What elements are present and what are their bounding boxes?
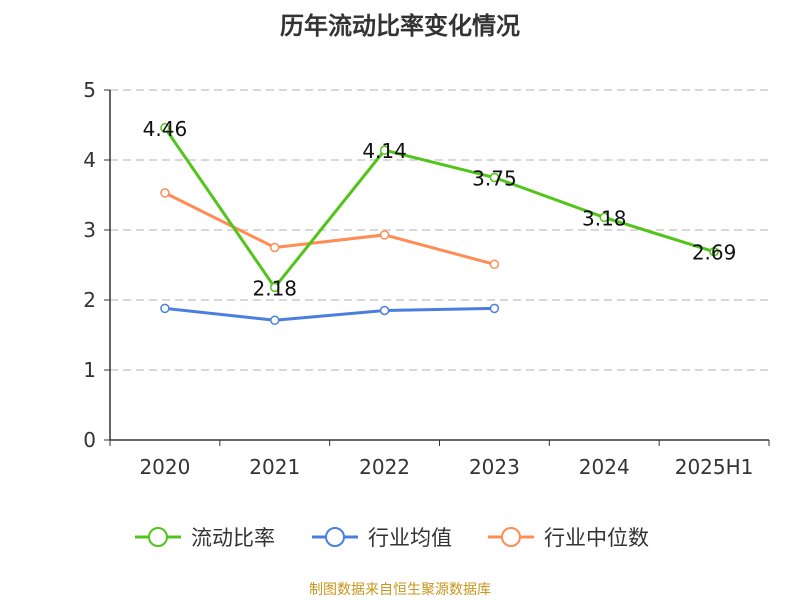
data-point [379,305,390,316]
series-line [163,126,715,290]
data-point [160,303,170,314]
x-tick-label: 2022 [359,455,410,479]
legend-marker [501,527,521,547]
data-point [489,303,500,314]
data-label: 2.18 [252,276,297,300]
data-point [270,315,280,326]
data-point [709,246,719,257]
y-tick-label: 0 [83,428,96,452]
legend-label: 流动比率 [191,526,275,550]
data-point [379,145,390,155]
x-tick-label: 2021 [249,455,300,479]
y-tick-label: 2 [83,288,96,312]
data-point [270,242,280,253]
series-line [164,191,495,266]
data-point [160,123,170,133]
data-point [599,212,609,223]
data-label: 4.46 [143,117,188,141]
y-tick-label: 1 [83,358,96,382]
data-label: 3.75 [472,167,517,191]
data-label: 3.18 [582,206,627,230]
y-tick-label: 3 [83,218,96,242]
data-label: 4.14 [362,139,407,163]
series-line [164,306,495,322]
x-tick-label: 2023 [469,455,520,479]
legend-label: 行业均值 [368,526,452,550]
y-tick-label: 4 [83,148,96,172]
legend-label: 行业中位数 [544,526,649,550]
data-point [270,282,280,293]
data-label: 2.69 [692,241,737,265]
y-tick-label: 5 [83,78,96,102]
legend-marker [325,527,345,547]
data-point [489,259,500,270]
x-tick-label: 2025H1 [675,455,754,479]
data-point [489,172,500,183]
legend-marker [148,527,168,547]
data-point [379,230,390,240]
x-tick-label: 2020 [139,455,190,479]
data-source-note: 制图数据来自恒生聚源数据库 [309,582,491,598]
chart-title: 历年流动比率变化情况 [280,12,520,40]
x-tick-label: 2024 [579,455,630,479]
data-point [160,188,170,198]
